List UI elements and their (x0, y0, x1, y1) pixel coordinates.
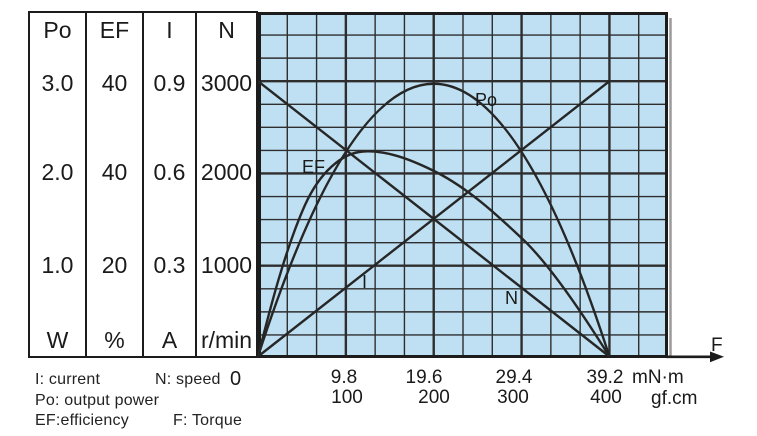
legend-output-power: Po: output power (35, 392, 160, 409)
ef-value-2: 40 (101, 159, 128, 185)
legend-torque: F: Torque (173, 412, 243, 429)
value-table: Po 3.0 2.0 1.0 W EF 40 40 20 % I 0.9 0.6… (28, 11, 258, 358)
x-tick-gfcm-2: 200 (418, 387, 450, 408)
ef-value-3: 20 (101, 252, 128, 278)
i-value-1: 0.9 (153, 70, 186, 96)
performance-chart: Po EF I N F (256, 12, 724, 363)
table-column-i: I 0.9 0.6 0.3 A (144, 13, 197, 356)
po-value-1: 3.0 (41, 70, 74, 96)
legend-speed: N: speed (155, 371, 221, 388)
legend-line-2: Po: output power (35, 392, 159, 410)
x-axis-label-f: F (711, 335, 723, 356)
table-column-n: N 3000 2000 1000 r/min (197, 13, 256, 356)
n-value-1: 3000 (200, 70, 253, 96)
efficiency-curve-ef (256, 150, 611, 358)
x-tick-mnm-2: 19.6 (405, 367, 443, 388)
plot-border (258, 12, 668, 358)
x-tick-mnm-4: 39.2 (586, 367, 624, 388)
x-tick-gfcm-1: 100 (331, 387, 363, 408)
current-curve-i (257, 80, 611, 358)
po-value-3: 1.0 (41, 252, 74, 278)
i-unit: A (161, 327, 178, 353)
x-axis-unit-mnm: mN·m (632, 367, 684, 388)
column-header-i: I (166, 17, 173, 43)
legend-line-1: I: current N: speed (35, 371, 220, 389)
ef-value-1: 40 (101, 70, 128, 96)
n-value-2: 2000 (200, 159, 253, 185)
i-value-2: 0.6 (153, 159, 186, 185)
x-tick-gfcm-4: 400 (590, 387, 622, 408)
n-value-3: 1000 (200, 252, 253, 278)
ef-unit: % (104, 327, 125, 353)
legend-current: I: current (35, 371, 101, 388)
po-value-2: 2.0 (41, 159, 74, 185)
x-tick-origin: 0 (230, 368, 242, 390)
i-value-3: 0.3 (153, 252, 186, 278)
table-column-ef: EF 40 40 20 % (87, 13, 144, 356)
curve-label-i: I (362, 272, 367, 292)
legend-line-3: EF:efficiency F: Torque (35, 412, 242, 430)
column-header-ef: EF (99, 17, 130, 43)
x-tick-mnm-1: 9.8 (330, 367, 358, 388)
x-axis-unit-gfcm: gf.cm (651, 388, 698, 409)
column-header-po: Po (43, 17, 72, 43)
n-unit: r/min (200, 327, 253, 353)
x-tick-mnm-3: 29.4 (495, 367, 533, 388)
column-header-n: N (218, 17, 235, 43)
table-column-po: Po 3.0 2.0 1.0 W (30, 13, 87, 356)
x-tick-gfcm-3: 300 (497, 387, 529, 408)
curve-label-po: Po (475, 90, 497, 110)
po-unit: W (46, 327, 69, 353)
legend-efficiency: EF:efficiency (35, 412, 129, 429)
x-axis-arrowhead-icon (710, 351, 724, 363)
curve-label-ef: EF (302, 157, 325, 177)
output-power-curve-po (256, 82, 611, 357)
curve-label-n: N (505, 288, 518, 308)
